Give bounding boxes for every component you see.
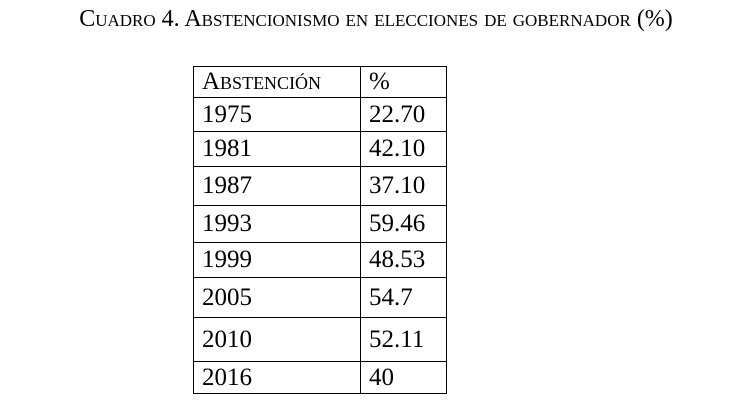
percent-cell: 54.7 (360, 277, 447, 318)
column-header: Abstención (193, 66, 361, 98)
table-head: Abstención % (193, 66, 447, 98)
table-title: Cuadro 4. Abstencionismo en elecciones d… (79, 6, 673, 32)
percent-cell: 22.70 (360, 97, 447, 132)
percent-cell: 48.53 (360, 242, 447, 278)
percent-cell: 52.11 (360, 317, 447, 362)
year-cell: 1999 (193, 242, 361, 278)
table-row: 2005 54.7 (193, 277, 447, 318)
year-cell: 1981 (193, 131, 361, 167)
table-row: 2010 52.11 (193, 317, 447, 362)
table-row: 1993 59.46 (193, 205, 447, 243)
percent-cell: 40 (360, 361, 447, 394)
percent-cell: 59.46 (360, 205, 447, 243)
year-cell: 1993 (193, 205, 361, 243)
year-cell: 2010 (193, 317, 361, 362)
percent-cell: 37.10 (360, 166, 447, 206)
column-header: % (360, 66, 447, 98)
percent-cell: 42.10 (360, 131, 447, 167)
year-cell: 2016 (193, 361, 361, 394)
year-cell: 1987 (193, 166, 361, 206)
year-cell: 2005 (193, 277, 361, 318)
table-row: 1981 42.10 (193, 131, 447, 167)
header-row: Abstención % (193, 66, 447, 98)
table-row: 1987 37.10 (193, 166, 447, 206)
year-cell: 1975 (193, 97, 361, 132)
data-table: Abstención % 1975 22.70 1981 42.10 1987 37.10… (193, 66, 447, 394)
table-body: 1975 22.70 1981 42.10 1987 37.10 1993 59.46 1999… (193, 97, 447, 394)
table-row: 1999 48.53 (193, 242, 447, 278)
table-row: 2016 40 (193, 361, 447, 394)
table-row: 1975 22.70 (193, 97, 447, 132)
